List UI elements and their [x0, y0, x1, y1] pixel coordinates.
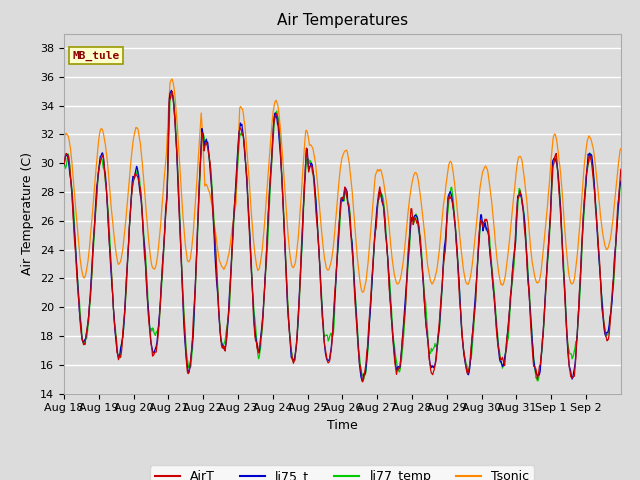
X-axis label: Time: Time	[327, 419, 358, 432]
Y-axis label: Air Temperature (C): Air Temperature (C)	[22, 152, 35, 275]
Legend: AirT, li75_t, li77_temp, Tsonic: AirT, li75_t, li77_temp, Tsonic	[150, 465, 534, 480]
Title: Air Temperatures: Air Temperatures	[277, 13, 408, 28]
Text: MB_tule: MB_tule	[72, 51, 120, 61]
